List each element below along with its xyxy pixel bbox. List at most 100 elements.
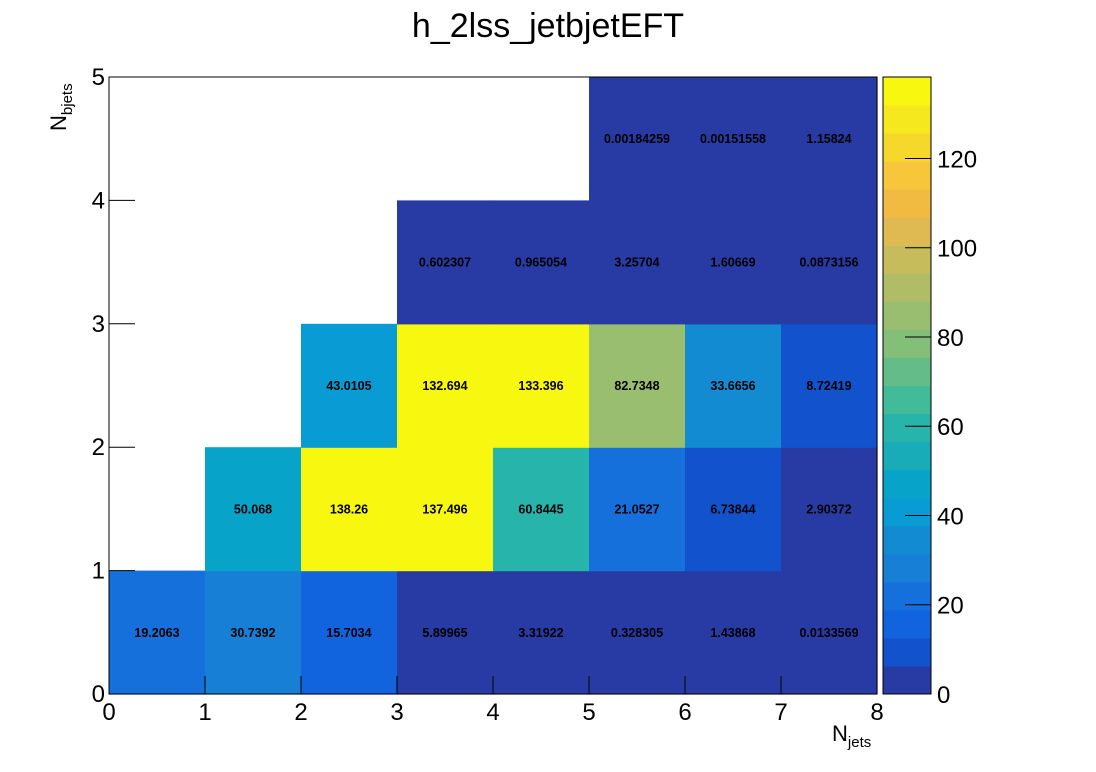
- color-bar-swatch: [883, 525, 931, 555]
- color-bar-swatch: [883, 469, 931, 499]
- color-bar-tick-label: 60: [937, 414, 964, 441]
- cell-value-label: 0.00151558: [700, 132, 766, 146]
- heatmap-cell: [781, 200, 878, 325]
- heatmap-cell: [589, 323, 686, 448]
- heatmap-cell: [109, 570, 206, 695]
- y-tick-label: 5: [92, 64, 105, 91]
- heatmap-cell: [301, 323, 398, 448]
- color-bar-tick-label: 80: [937, 325, 964, 352]
- heatmap-cell: [781, 570, 878, 695]
- color-bar-swatch: [883, 637, 931, 667]
- cell-value-label: 21.0527: [614, 502, 659, 516]
- color-bar-tick-label: 40: [937, 503, 964, 530]
- cell-value-label: 132.694: [422, 379, 467, 393]
- cell-value-label: 1.60669: [710, 256, 755, 270]
- y-axis-label-sub: bjets: [59, 83, 76, 115]
- color-bar-tick-label: 0: [937, 682, 950, 709]
- cell-value-label: 3.25704: [614, 256, 659, 270]
- heatmap-cell: [781, 77, 878, 201]
- heatmap-cell: [493, 323, 590, 448]
- heatmap-cell: [685, 77, 782, 201]
- cell-value-label: 33.6656: [710, 379, 755, 393]
- color-bar-swatch: [883, 217, 931, 246]
- heatmap-cell: [685, 200, 782, 325]
- color-bar-swatch: [883, 609, 931, 639]
- heatmap-cell: [397, 570, 494, 695]
- y-tick-label: 0: [92, 681, 105, 708]
- heatmap-cell: [589, 77, 686, 201]
- heatmap-cell: [781, 323, 878, 448]
- color-bar-swatch: [883, 189, 931, 218]
- color-bar: [883, 77, 931, 695]
- cell-value-label: 5.89965: [422, 626, 467, 640]
- x-tick-label: 3: [390, 699, 403, 726]
- color-bar-swatch: [883, 413, 931, 443]
- heatmap-cell: [589, 200, 686, 325]
- x-axis: 0 1 2 3 4 5 6 7 8: [102, 676, 884, 726]
- color-bar-tick-label: 20: [937, 593, 964, 620]
- x-tick-label: 6: [678, 699, 691, 726]
- cell-value-label: 43.0105: [326, 379, 371, 393]
- color-bar-swatch: [883, 105, 931, 134]
- heatmap-cell: [781, 447, 878, 572]
- x-tick-label: 8: [870, 699, 883, 726]
- x-axis-label-main: N: [832, 721, 848, 746]
- cell-value-label: 0.328305: [611, 626, 663, 640]
- cell-value-label: 3.31922: [518, 626, 563, 640]
- heatmap-cell: [493, 570, 590, 695]
- cell-value-label: 0.00184259: [604, 132, 670, 146]
- x-tick-label: 2: [294, 699, 307, 726]
- color-bar-swatch: [883, 245, 931, 274]
- y-tick-label: 1: [92, 558, 105, 585]
- cell-value-label: 6.73844: [710, 502, 755, 516]
- color-bar-swatch: [883, 357, 931, 386]
- cell-value-label: 60.8445: [518, 502, 563, 516]
- cell-value-label: 82.7348: [614, 379, 659, 393]
- color-bar-swatch: [883, 77, 931, 106]
- x-tick-label: 5: [582, 699, 595, 726]
- x-tick-label: 4: [486, 699, 499, 726]
- color-bar-swatch: [883, 441, 931, 471]
- cell-value-label: 30.7392: [230, 626, 275, 640]
- x-tick-label: 1: [198, 699, 211, 726]
- heatmap-cell: [301, 447, 398, 572]
- cell-value-label: 8.72419: [806, 379, 851, 393]
- y-tick-label: 3: [92, 311, 105, 338]
- cell-value-label: 0.0133569: [799, 626, 858, 640]
- color-bar-swatch: [883, 385, 931, 415]
- x-tick-label: 7: [774, 699, 787, 726]
- cell-value-label: 0.602307: [419, 256, 471, 270]
- heatmap-cell: [397, 200, 494, 325]
- cell-value-label: 19.2063: [134, 626, 179, 640]
- cell-value-label: 1.15824: [806, 132, 851, 146]
- cell-value-label: 137.496: [422, 502, 467, 516]
- heatmap-cells: [109, 77, 878, 695]
- color-bar-tick-label: 120: [937, 146, 977, 173]
- cell-value-label: 2.90372: [806, 502, 851, 516]
- y-axis-label: Nbjets: [46, 83, 76, 131]
- heatmap-cell: [589, 570, 686, 695]
- cell-value-label: 50.068: [234, 502, 272, 516]
- color-bar-axis: 0 20 40 60 80 100 120: [905, 146, 977, 709]
- heatmap-cell: [685, 323, 782, 448]
- y-tick-label: 2: [92, 434, 105, 461]
- color-bar-swatch: [883, 665, 931, 695]
- color-bar-swatch: [883, 273, 931, 302]
- color-bar-swatch: [883, 329, 931, 358]
- cell-value-label: 133.396: [518, 379, 563, 393]
- cell-value-label: 138.26: [330, 502, 368, 516]
- heatmap-cell: [205, 447, 302, 572]
- heatmap-cell: [397, 447, 494, 572]
- x-tick-label: 0: [102, 699, 115, 726]
- heatmap-cell-labels: 19.2063 30.7392 15.7034 5.89965 3.31922 0.328…: [134, 132, 858, 640]
- y-tick-label: 4: [92, 187, 105, 214]
- color-bar-swatch: [883, 497, 931, 527]
- heatmap-cell: [685, 447, 782, 572]
- cell-value-label: 15.7034: [326, 626, 371, 640]
- cell-value-label: 0.965054: [515, 256, 567, 270]
- y-axis-label-main: N: [46, 115, 71, 131]
- x-axis-label-sub: jets: [847, 734, 871, 751]
- cell-value-label: 1.43868: [710, 626, 755, 640]
- color-bar-swatch: [883, 133, 931, 162]
